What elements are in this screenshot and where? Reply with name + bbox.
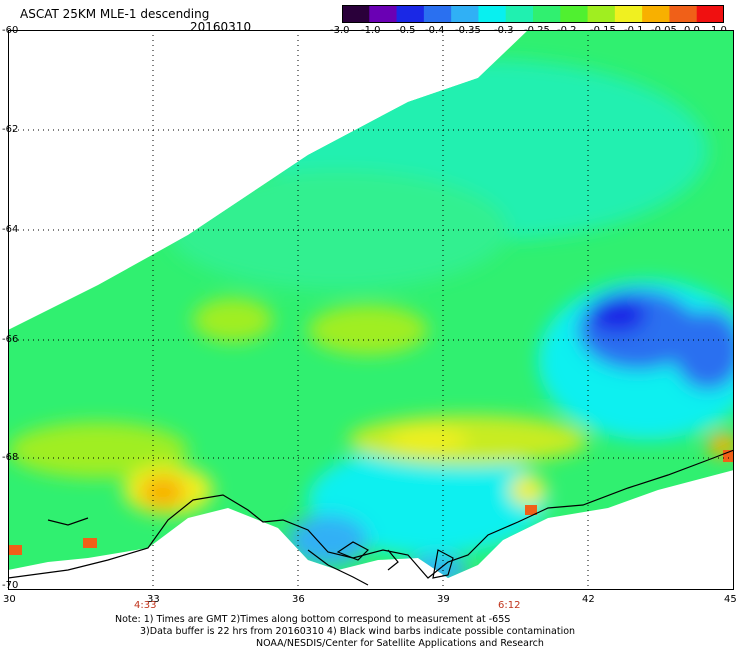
colorbar-swatch (587, 5, 616, 23)
colorbar-frame (342, 5, 724, 23)
colorbar-swatch (369, 5, 398, 23)
lat-label: -70 (2, 580, 19, 591)
lon-label: 33 (147, 594, 160, 605)
colorbar-swatch (614, 5, 643, 23)
lat-label: -66 (2, 334, 19, 345)
lon-label: 45 (724, 594, 737, 605)
swath-field (8, 30, 734, 578)
graticule (8, 30, 734, 590)
lon-label: 30 (3, 594, 16, 605)
lat-label: -64 (2, 224, 19, 235)
lon-label: 42 (582, 594, 595, 605)
colorbar-swatch (478, 5, 507, 23)
note-line-2: 3)Data buffer is 22 hrs from 20160310 4)… (140, 626, 576, 637)
colorbar-swatch (423, 5, 452, 23)
colorbar-swatch (533, 5, 561, 23)
wind-map (8, 30, 734, 590)
map-frame (8, 30, 734, 590)
colorbar-swatch (560, 5, 589, 23)
colorbar-swatch (696, 5, 724, 23)
credit-line: NOAA/NESDIS/Center for Satellite Applica… (256, 638, 544, 649)
lat-label: -68 (2, 452, 19, 463)
colorbar-swatch (451, 5, 479, 23)
time-label: 6:12 (498, 600, 521, 611)
colorbar-swatch (642, 5, 670, 23)
coastline (8, 449, 734, 586)
colorbar-swatch (396, 5, 425, 23)
lon-label: 36 (292, 594, 305, 605)
lat-label: -60 (2, 25, 19, 36)
colorbar-swatch (669, 5, 698, 23)
lon-label: 39 (437, 594, 450, 605)
colorbar (342, 5, 724, 23)
time-label: 4:33 (134, 600, 157, 611)
lat-label: -62 (2, 124, 19, 135)
colorbar-swatch (342, 5, 370, 23)
colorbar-swatch (505, 5, 534, 23)
product-title: ASCAT 25KM MLE-1 descending (20, 7, 210, 21)
note-line-1: Note: 1) Times are GMT 2)Times along bot… (115, 614, 511, 625)
